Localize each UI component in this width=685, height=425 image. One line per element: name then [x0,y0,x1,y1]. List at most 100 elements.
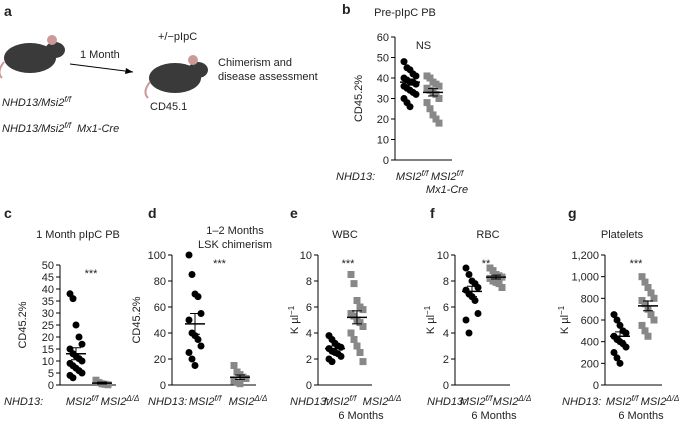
y-tick-label: 2 [443,354,449,366]
point [356,349,364,356]
y-tick-label: 50 [42,260,54,272]
outcome: Chimerism and [218,57,292,69]
point [78,340,86,348]
point [498,284,506,291]
point [622,329,630,337]
sem-bar [190,313,200,335]
point [644,332,652,340]
panel-letter: d [148,205,157,221]
mouse-icon [0,35,65,79]
category-label: MSI2f/f [189,394,222,408]
chart-title: Platelets [601,229,644,241]
panel-letter: e [290,205,298,221]
recipient: CD45.1 [150,101,187,113]
annotation: NS [416,40,431,52]
point [185,251,193,259]
y-tick-label: 100 [148,250,166,262]
point [350,336,358,343]
y-tick-label: 0 [306,380,312,392]
point [495,280,503,288]
arrow-head [125,68,133,74]
point [412,72,420,80]
schematic: a 1 Month +/−pIpC Chimerism and disease … [0,3,318,135]
point [194,293,202,301]
row-label: NHD13: [427,396,466,408]
y-axis-label: K µl−1 [423,305,437,334]
treatment: +/−pIpC [158,31,197,43]
point [471,297,479,304]
category-label: MSI2Δ/Δ [229,394,268,408]
row-label: NHD13: [336,171,375,183]
y-tick-label: 15 [42,344,54,356]
y-axis-label: CD45.2% [131,296,143,343]
point [613,354,621,362]
category-sup: f/f [215,394,222,403]
category-label: MSI2f/f [431,169,464,183]
y-axis-label: K µl−1 [557,305,571,334]
category-sup: Δ/Δ [253,394,267,403]
point [465,271,473,278]
y-axis-label-text: CD45.2% [131,296,143,343]
category-gene: MSI2 [66,396,92,408]
arrow [69,63,134,73]
point [616,321,624,329]
sem-bar [330,345,340,352]
category-gene: MSI2 [606,396,632,408]
arrow-label: 1 Month [80,49,120,61]
y-tick-label: 1,200 [571,250,599,262]
sem-bar [405,78,415,86]
point [75,333,83,341]
point [230,362,238,369]
point [406,103,414,111]
x-axis-label: 6 Months [618,410,664,422]
sem-bar [491,274,501,280]
row-label: NHD13: [562,396,601,408]
row-label: NHD13: [148,396,187,408]
panel: b Pre-pIpC PB 0 10 20 30 40 50 60 CD45.2% NS NHD13:… [336,1,468,196]
point [465,329,473,337]
category-label: MSI2Δ/Δ [493,394,532,408]
point [647,289,655,297]
point [236,380,244,388]
category-gene: MSI2 [493,396,519,408]
point [426,74,434,82]
point [426,105,434,113]
annotation: *** [85,268,99,280]
panel-letter: f [430,205,435,221]
chart-title: WBC [332,229,358,241]
point [622,343,630,351]
category-label: MSI2Δ/Δ [363,394,402,408]
y-axis-label-sup: −1 [287,305,296,315]
point [641,278,649,286]
point [350,280,358,288]
annotation: *** [213,258,227,270]
y-axis-label: CD45.2% [353,75,365,122]
x-axis-label: 6 Months [471,410,517,422]
point [616,359,624,367]
panel: d 1–2 Months LSK chimerism 0 20 40 60 80 100 CD45… [131,205,272,408]
category-label: MSI2Δ/Δ [641,394,680,408]
category-gene: MSI2 [460,396,486,408]
point [350,312,358,320]
chart-title: Pre-pIpC PB [374,7,436,19]
panel-letter: c [4,205,12,221]
category-sup: f/f [350,394,357,403]
point [353,297,361,304]
y-tick-label: 0 [48,380,54,392]
category-gene: MSI2 [363,396,389,408]
point [462,264,470,272]
y-axis-label-text: CD45.2% [17,301,29,348]
point [188,355,196,363]
chart-title: RBC [476,229,499,241]
y-tick-label: 0 [383,155,389,167]
point [650,294,658,302]
y-axis-label-text: K µl [425,315,437,334]
point [610,311,618,319]
y-tick-label: 4 [306,328,312,340]
point [242,375,250,382]
category-gene: MSI2 [396,171,422,183]
y-tick-label: 800 [581,293,599,305]
point [69,374,77,382]
y-axis-label-text: K µl [289,315,301,334]
